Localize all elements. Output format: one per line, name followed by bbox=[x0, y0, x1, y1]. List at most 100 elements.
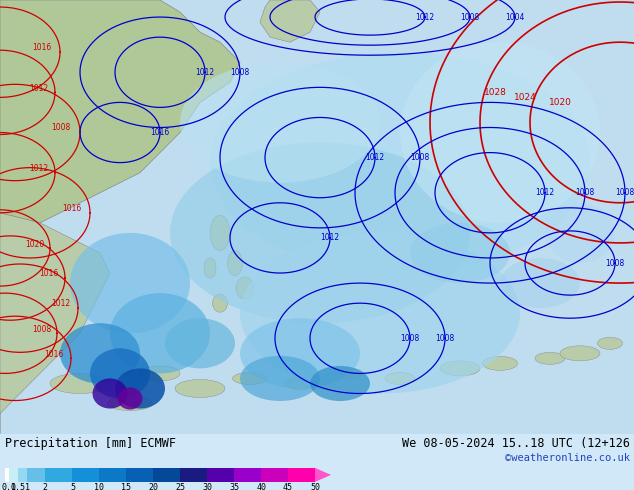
Ellipse shape bbox=[236, 277, 254, 299]
Ellipse shape bbox=[240, 233, 520, 393]
Polygon shape bbox=[315, 468, 331, 482]
Text: 1016: 1016 bbox=[62, 204, 82, 213]
Ellipse shape bbox=[70, 233, 190, 333]
Text: 1012: 1012 bbox=[415, 13, 434, 22]
Text: 1008: 1008 bbox=[51, 123, 70, 132]
Text: 0.1: 0.1 bbox=[2, 484, 17, 490]
Text: 1008: 1008 bbox=[230, 68, 250, 77]
Text: 35: 35 bbox=[229, 484, 239, 490]
Ellipse shape bbox=[440, 361, 480, 376]
Bar bbox=[10, 468, 18, 482]
Ellipse shape bbox=[210, 52, 590, 273]
Ellipse shape bbox=[310, 366, 370, 401]
Text: 20: 20 bbox=[148, 484, 158, 490]
Ellipse shape bbox=[180, 62, 380, 183]
Ellipse shape bbox=[117, 388, 143, 410]
Bar bbox=[18, 468, 27, 482]
Text: 1016: 1016 bbox=[32, 43, 51, 52]
Ellipse shape bbox=[165, 318, 235, 368]
Text: 1004: 1004 bbox=[505, 13, 525, 22]
Text: 30: 30 bbox=[202, 484, 212, 490]
Bar bbox=[180, 468, 207, 482]
Text: 50: 50 bbox=[310, 484, 320, 490]
Text: 10: 10 bbox=[94, 484, 105, 490]
Bar bbox=[153, 468, 180, 482]
Text: 40: 40 bbox=[256, 484, 266, 490]
Text: 1008: 1008 bbox=[616, 188, 634, 197]
Ellipse shape bbox=[597, 337, 623, 349]
Text: 1016: 1016 bbox=[39, 270, 58, 278]
Text: Precipitation [mm] ECMWF: Precipitation [mm] ECMWF bbox=[5, 437, 176, 450]
Ellipse shape bbox=[204, 258, 216, 278]
Bar bbox=[5, 468, 10, 482]
Text: 1012: 1012 bbox=[320, 233, 340, 243]
Polygon shape bbox=[260, 0, 320, 42]
Ellipse shape bbox=[110, 293, 210, 373]
Polygon shape bbox=[0, 213, 110, 434]
Ellipse shape bbox=[210, 215, 230, 250]
Text: 1012: 1012 bbox=[195, 68, 214, 77]
Ellipse shape bbox=[240, 318, 360, 389]
Ellipse shape bbox=[410, 223, 510, 283]
Ellipse shape bbox=[285, 377, 315, 390]
Ellipse shape bbox=[93, 378, 127, 409]
Text: 1008: 1008 bbox=[410, 153, 430, 162]
Text: 2: 2 bbox=[43, 484, 48, 490]
Ellipse shape bbox=[115, 368, 165, 409]
Bar bbox=[72, 468, 100, 482]
Text: 25: 25 bbox=[175, 484, 185, 490]
Text: 1: 1 bbox=[25, 484, 30, 490]
Ellipse shape bbox=[90, 348, 150, 398]
Text: 1012: 1012 bbox=[536, 188, 555, 197]
Ellipse shape bbox=[385, 372, 415, 385]
Ellipse shape bbox=[140, 366, 180, 381]
Text: ©weatheronline.co.uk: ©weatheronline.co.uk bbox=[505, 453, 630, 463]
Bar bbox=[46, 468, 72, 482]
Ellipse shape bbox=[560, 346, 600, 361]
Ellipse shape bbox=[170, 143, 470, 323]
Text: 1008: 1008 bbox=[436, 334, 455, 343]
Ellipse shape bbox=[228, 250, 242, 275]
Ellipse shape bbox=[60, 323, 140, 384]
Ellipse shape bbox=[108, 396, 153, 411]
Ellipse shape bbox=[233, 372, 268, 385]
Ellipse shape bbox=[175, 379, 225, 397]
Ellipse shape bbox=[337, 368, 363, 378]
Ellipse shape bbox=[50, 373, 110, 393]
Text: 1016: 1016 bbox=[44, 350, 64, 359]
Text: 1016: 1016 bbox=[150, 128, 170, 137]
Bar bbox=[27, 468, 46, 482]
Bar bbox=[207, 468, 234, 482]
Bar bbox=[234, 468, 261, 482]
Text: 1024: 1024 bbox=[514, 93, 536, 102]
Text: 15: 15 bbox=[121, 484, 131, 490]
Text: 1012: 1012 bbox=[51, 299, 70, 308]
Text: 1020: 1020 bbox=[548, 98, 571, 107]
Ellipse shape bbox=[500, 258, 580, 308]
Text: 45: 45 bbox=[283, 484, 293, 490]
Text: 1008: 1008 bbox=[32, 325, 51, 334]
Ellipse shape bbox=[482, 356, 517, 370]
Ellipse shape bbox=[545, 203, 615, 263]
Text: 0.5: 0.5 bbox=[11, 484, 26, 490]
Text: 1008: 1008 bbox=[460, 13, 480, 22]
Text: 5: 5 bbox=[70, 484, 75, 490]
Bar bbox=[261, 468, 288, 482]
Bar bbox=[126, 468, 153, 482]
Text: 1012: 1012 bbox=[29, 84, 48, 93]
Text: 1012: 1012 bbox=[29, 164, 48, 173]
Ellipse shape bbox=[240, 356, 320, 401]
Text: We 08-05-2024 15..18 UTC (12+126: We 08-05-2024 15..18 UTC (12+126 bbox=[402, 437, 630, 450]
Bar bbox=[100, 468, 126, 482]
Polygon shape bbox=[0, 0, 240, 223]
Text: 1028: 1028 bbox=[484, 88, 507, 97]
Text: 1008: 1008 bbox=[576, 188, 595, 197]
Text: 1008: 1008 bbox=[605, 259, 624, 268]
Ellipse shape bbox=[535, 352, 565, 365]
Bar bbox=[288, 468, 315, 482]
Text: 1020: 1020 bbox=[25, 240, 44, 248]
Ellipse shape bbox=[400, 42, 600, 223]
Text: 1012: 1012 bbox=[365, 153, 385, 162]
Text: 1008: 1008 bbox=[401, 334, 420, 343]
Ellipse shape bbox=[212, 294, 228, 312]
